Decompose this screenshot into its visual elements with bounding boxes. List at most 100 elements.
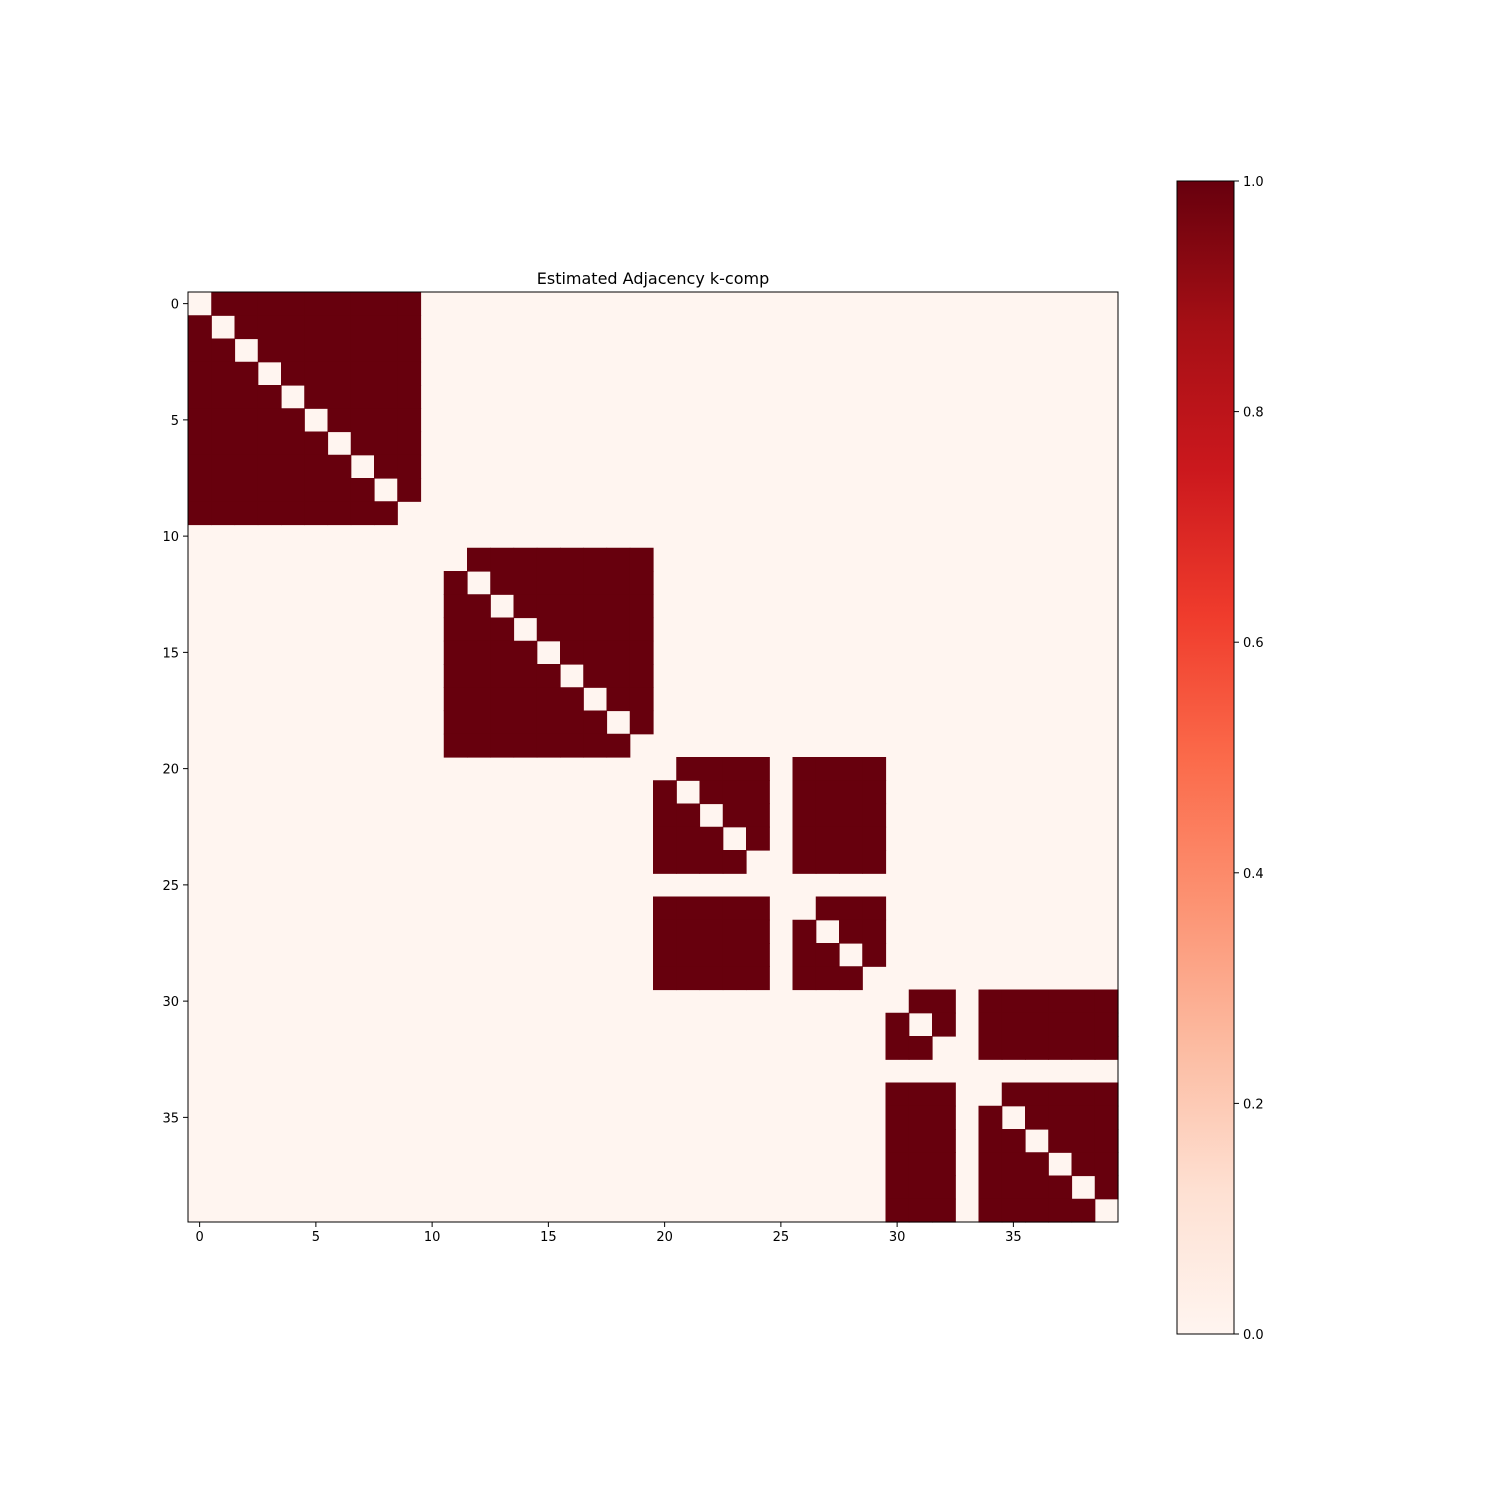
- heatmap-cell: [188, 338, 212, 363]
- heatmap-cell: [792, 826, 817, 851]
- heatmap-cell: [862, 826, 887, 851]
- heatmap-cell: [1025, 1105, 1049, 1130]
- heatmap-cell: [908, 1036, 933, 1060]
- heatmap-cell: [653, 966, 677, 991]
- y-axis: 0 5 10 15 20 25 30 35: [162, 298, 188, 1126]
- heatmap-cell: [653, 850, 677, 874]
- heatmap-cell: [908, 1129, 933, 1153]
- heatmap-cell: [1025, 1012, 1049, 1037]
- heatmap-cell: [467, 687, 491, 712]
- heatmap-cell: [281, 454, 305, 479]
- heatmap-cell: [629, 664, 654, 688]
- heatmap-cell: [1025, 989, 1049, 1014]
- heatmap-cell: [1001, 1198, 1026, 1223]
- heatmap-cell: [699, 919, 724, 944]
- heatmap-cell: [699, 966, 724, 991]
- heatmap-cell: [257, 454, 282, 479]
- colorbar: 0.0 0.2 0.4 0.6 0.8 1.0: [1176, 175, 1264, 1343]
- heatmap-cell: [397, 478, 422, 502]
- heatmap-cell: [839, 780, 863, 805]
- heatmap-cell: [908, 1198, 933, 1223]
- heatmap-cell: [606, 547, 631, 572]
- colorbar-tick-label: 0.8: [1243, 406, 1264, 421]
- heatmap-cell: [908, 1152, 933, 1177]
- heatmap-cell: [350, 431, 375, 456]
- heatmap-cell: [862, 896, 887, 921]
- heatmap-cell: [281, 408, 305, 433]
- y-tick-label: 35: [162, 1111, 179, 1126]
- heatmap-cell: [257, 431, 282, 456]
- heatmap-cell: [1001, 989, 1026, 1014]
- heatmap-cell: [1048, 1082, 1073, 1107]
- colorbar-tick-label: 0.0: [1243, 1328, 1264, 1343]
- heatmap-cell: [536, 617, 561, 642]
- heatmap-cell: [676, 757, 701, 781]
- heatmap-cell: [467, 733, 491, 758]
- heatmap-cell: [978, 989, 1003, 1014]
- heatmap-cell: [862, 757, 887, 781]
- heatmap-cell: [397, 431, 422, 456]
- heatmap-cell: [606, 594, 631, 619]
- heatmap-cell: [699, 943, 724, 967]
- heatmap-cell: [536, 664, 561, 688]
- heatmap-cell: [792, 780, 817, 805]
- heatmap-cell: [188, 315, 212, 340]
- colorbar-tick-label: 0.4: [1243, 867, 1264, 882]
- heatmap-cell: [304, 431, 329, 456]
- heatmap-cell: [885, 1129, 910, 1153]
- heatmap-cell: [304, 385, 329, 409]
- heatmap-cell: [746, 826, 770, 851]
- heatmap-cell: [281, 315, 305, 340]
- heatmap-cell: [327, 408, 352, 433]
- heatmap-cell: [629, 547, 654, 572]
- heatmap-cell: [653, 919, 677, 944]
- heatmap-cell: [839, 896, 863, 921]
- heatmap-cell: [629, 617, 654, 642]
- heatmap-cell: [374, 454, 398, 479]
- heatmap-cell: [676, 919, 701, 944]
- heatmap-cell: [606, 617, 631, 642]
- heatmap-cell: [583, 664, 608, 688]
- heatmap-cell: [560, 547, 584, 572]
- heatmap-cell: [862, 780, 887, 805]
- heatmap-cell: [467, 547, 491, 572]
- x-tick-label: 10: [424, 1230, 441, 1245]
- heatmap-cell: [211, 361, 236, 386]
- heatmap-cell: [513, 594, 538, 619]
- heatmap-cell: [792, 850, 817, 874]
- heatmap-cell: [304, 292, 329, 316]
- heatmap-cell: [629, 640, 654, 665]
- heatmap-cell: [467, 594, 491, 619]
- heatmap-cell: [490, 733, 515, 758]
- heatmap-cell: [722, 803, 747, 828]
- plot-frame: [187, 291, 1119, 1223]
- heatmap-cell: [699, 757, 724, 781]
- heatmap-cell: [257, 292, 282, 316]
- heatmap-cell: [885, 1152, 910, 1177]
- heatmap-cell: [327, 338, 352, 363]
- heatmap-cell: [281, 478, 305, 502]
- heatmap-cell: [257, 478, 282, 502]
- heatmap-cell: [746, 896, 770, 921]
- heatmap-cell: [234, 454, 259, 479]
- heatmap-cell: [304, 315, 329, 340]
- heatmap-cell: [815, 966, 840, 991]
- heatmap-cell: [862, 943, 887, 967]
- heatmap-cell: [699, 826, 724, 851]
- heatmap-cell: [257, 315, 282, 340]
- heatmap-cell: [792, 943, 817, 967]
- heatmap-cell: [188, 408, 212, 433]
- heatmap-cell: [1071, 989, 1096, 1014]
- heatmap-cell: [606, 733, 631, 758]
- heatmap-cell: [443, 617, 468, 642]
- heatmap-cell: [304, 501, 329, 526]
- heatmap-cell: [443, 687, 468, 712]
- heatmap-cell: [1048, 1012, 1073, 1037]
- heatmap-cell: [397, 292, 422, 316]
- heatmap-cell: [536, 710, 561, 735]
- heatmap-cell: [327, 501, 352, 526]
- y-tick-label: 30: [162, 995, 179, 1010]
- heatmap-cell: [1001, 1036, 1026, 1060]
- heatmap-cell: [374, 501, 398, 526]
- heatmap-cell: [281, 431, 305, 456]
